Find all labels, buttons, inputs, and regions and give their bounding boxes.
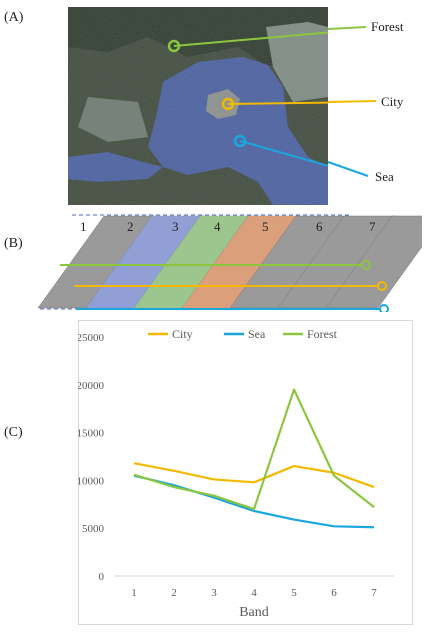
forest-sample-marker bbox=[361, 260, 371, 270]
intensity-chart-svg: 05000100001500020000250001234567BandInte… bbox=[59, 320, 413, 625]
satellite-image-svg bbox=[68, 7, 369, 205]
chart-frame bbox=[78, 320, 413, 625]
x-axis-label: Band bbox=[239, 605, 269, 620]
x-tick-label: 3 bbox=[211, 587, 217, 599]
x-tick-label: 4 bbox=[251, 587, 257, 599]
band-number-5: 5 bbox=[262, 219, 269, 234]
sea-sample-marker bbox=[379, 304, 389, 314]
y-tick-label: 0 bbox=[99, 571, 105, 583]
forest-line-extension bbox=[327, 26, 367, 30]
x-tick-label: 7 bbox=[371, 587, 377, 599]
y-tick-label: 25000 bbox=[78, 332, 105, 344]
city-sample-marker bbox=[377, 281, 387, 291]
band-number-4: 4 bbox=[214, 219, 221, 234]
band-number-3: 3 bbox=[172, 219, 179, 234]
city-marker bbox=[221, 97, 235, 111]
forest-marker bbox=[167, 39, 181, 53]
image-texture bbox=[68, 7, 328, 205]
sea-marker bbox=[233, 134, 247, 148]
y-tick-label: 5000 bbox=[82, 523, 105, 535]
satellite-image bbox=[68, 7, 369, 205]
band-stack-svg bbox=[37, 214, 436, 314]
legend-label-forest: Forest bbox=[307, 327, 338, 341]
pointer-extensions bbox=[327, 26, 377, 177]
city-line-extension bbox=[327, 100, 377, 103]
y-tick-label: 15000 bbox=[78, 428, 105, 440]
city-label: City bbox=[381, 94, 404, 109]
y-tick-label: 10000 bbox=[78, 475, 105, 487]
legend-label-sea: Sea bbox=[248, 327, 266, 341]
legend-label-city: City bbox=[172, 327, 193, 341]
x-tick-label: 5 bbox=[291, 587, 297, 599]
panel-a-label: (A) bbox=[4, 10, 24, 25]
y-tick-label: 20000 bbox=[78, 380, 105, 392]
forest-label: Forest bbox=[371, 19, 404, 34]
sea-label: Sea bbox=[375, 169, 394, 184]
band-number-2: 2 bbox=[127, 219, 134, 234]
band-number-6: 6 bbox=[316, 219, 323, 234]
x-tick-label: 1 bbox=[131, 587, 137, 599]
panel-c-label: (C) bbox=[4, 425, 23, 440]
x-tick-label: 6 bbox=[331, 587, 337, 599]
band-stack bbox=[30, 214, 436, 314]
band-number-1: 1 bbox=[80, 219, 87, 234]
sea-line-extension bbox=[327, 161, 369, 177]
x-tick-label: 2 bbox=[171, 587, 177, 599]
band-number-7: 7 bbox=[369, 219, 376, 234]
panel-b-label: (B) bbox=[4, 236, 23, 251]
intensity-chart: 05000100001500020000250001234567BandInte… bbox=[59, 320, 413, 625]
